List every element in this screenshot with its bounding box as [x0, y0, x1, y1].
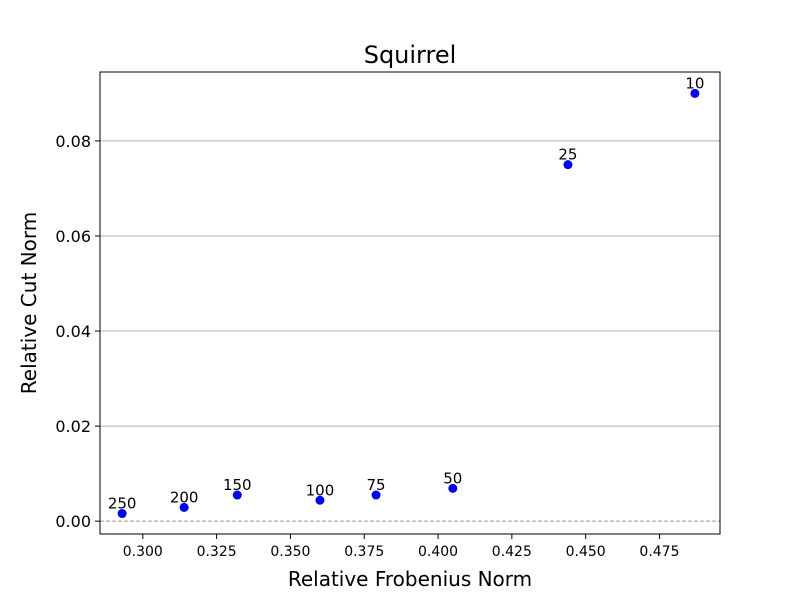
point-label: 150: [223, 476, 252, 494]
y-axis-label: Relative Cut Norm: [17, 212, 41, 394]
data-point: [179, 502, 189, 512]
x-axis-label: Relative Frobenius Norm: [288, 567, 532, 591]
x-tick-label: 0.425: [492, 544, 532, 560]
x-tick-label: 0.450: [566, 544, 606, 560]
x-axis-ticks: 0.300 0.325 0.350 0.375 0.400 0.425 0.450 0.475: [123, 534, 680, 560]
y-tick-label: 0.06: [55, 227, 91, 246]
data-point: [371, 490, 381, 500]
data-point: [690, 88, 700, 98]
data-point-labels: 10 25 50 75 100 150 200 250: [108, 74, 705, 512]
x-tick-label: 0.375: [344, 544, 384, 560]
point-label: 10: [685, 74, 704, 92]
x-tick-label: 0.350: [270, 544, 310, 560]
point-label: 75: [367, 476, 386, 494]
data-points: [117, 88, 700, 519]
point-label: 100: [306, 481, 335, 499]
x-tick-label: 0.300: [123, 544, 163, 560]
point-label: 25: [558, 146, 577, 164]
plot-area-frame: [99, 71, 721, 535]
x-tick-label: 0.325: [197, 544, 237, 560]
grid-lines: [100, 140, 720, 427]
y-tick-label: 0.02: [55, 417, 91, 436]
point-label: 50: [443, 469, 462, 487]
x-tick-label: 0.475: [639, 544, 679, 560]
data-point: [315, 495, 325, 505]
data-point: [448, 483, 458, 493]
point-label: 200: [170, 488, 199, 506]
chart-title: Squirrel: [364, 41, 457, 69]
y-tick-label: 0.08: [55, 132, 91, 151]
x-tick-label: 0.400: [418, 544, 458, 560]
y-tick-label: 0.04: [55, 322, 91, 341]
data-point: [232, 490, 242, 500]
data-point: [117, 509, 127, 519]
y-tick-label: 0.00: [55, 512, 91, 531]
y-axis-ticks: 0.00 0.02 0.04 0.06 0.08: [55, 132, 100, 531]
data-point: [563, 160, 573, 170]
point-label: 250: [108, 495, 137, 513]
